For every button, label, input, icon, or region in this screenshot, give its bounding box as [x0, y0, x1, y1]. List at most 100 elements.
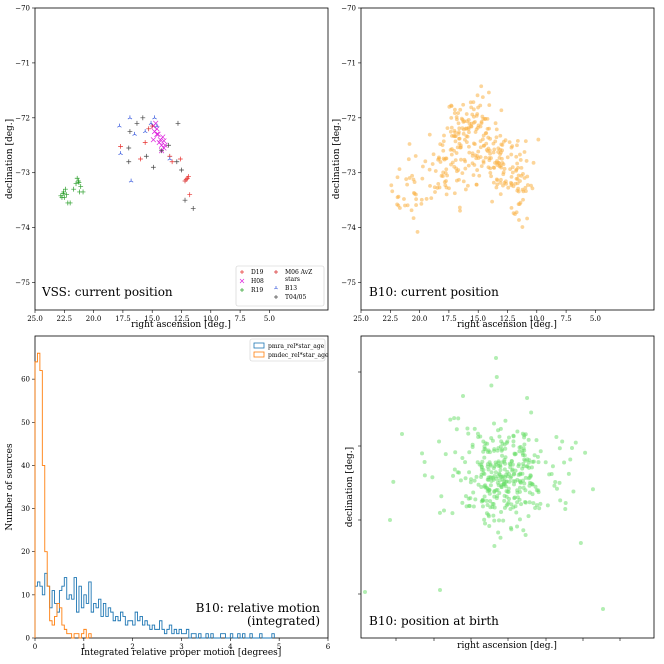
data-point	[482, 455, 487, 460]
data-point	[502, 442, 507, 447]
x-tick-label: 22.5	[383, 315, 399, 323]
data-point	[461, 102, 466, 107]
x-tick-label: 25.0	[27, 315, 43, 323]
plus-marker	[78, 184, 84, 189]
data-point	[492, 489, 497, 494]
data-point	[509, 205, 514, 210]
data-point	[407, 142, 412, 146]
data-point	[472, 114, 476, 119]
legend-swatch	[253, 342, 265, 349]
x-marker	[155, 131, 161, 137]
plus-marker	[146, 126, 152, 132]
data-point	[456, 121, 461, 126]
data-point	[550, 464, 555, 469]
data-point	[455, 145, 460, 150]
data-point	[465, 426, 470, 431]
data-point	[475, 431, 480, 436]
plus-marker	[134, 120, 140, 126]
data-points	[389, 84, 541, 234]
plot-frame	[34, 335, 329, 639]
data-point	[422, 459, 427, 464]
tri-marker	[132, 131, 137, 136]
data-point	[389, 183, 394, 188]
y-tick-label: −75	[341, 279, 356, 287]
data-point	[554, 435, 559, 440]
data-point	[491, 180, 496, 185]
data-point	[515, 524, 520, 529]
data-point	[557, 480, 562, 485]
data-point	[517, 218, 521, 222]
data-point	[488, 166, 493, 171]
y-tick-label: 20	[21, 548, 30, 556]
plus-marker	[71, 186, 77, 192]
data-point	[494, 356, 498, 360]
data-point	[458, 107, 463, 112]
data-point	[500, 453, 505, 458]
tri-marker	[274, 286, 278, 290]
x-tick-label: 20.0	[86, 315, 102, 323]
data-point	[494, 127, 499, 132]
data-point	[511, 482, 516, 487]
data-point	[444, 156, 449, 161]
data-point	[454, 427, 459, 432]
data-point	[520, 448, 525, 453]
data-point	[414, 203, 418, 207]
data-point	[461, 131, 466, 136]
data-point	[507, 140, 512, 144]
data-point	[527, 483, 532, 488]
data-point	[433, 190, 437, 194]
data-point	[560, 439, 565, 444]
data-point	[536, 460, 541, 465]
data-point	[511, 443, 516, 448]
data-point	[430, 162, 435, 166]
data-point	[391, 479, 396, 484]
data-point	[472, 426, 477, 431]
y-tick-label: −74	[341, 224, 356, 232]
data-point	[420, 451, 425, 456]
data-point	[499, 439, 504, 444]
data-point	[494, 135, 499, 140]
data-point	[463, 137, 467, 142]
data-point	[537, 506, 542, 511]
data-point	[503, 446, 508, 451]
data-point	[505, 155, 510, 160]
data-point	[521, 485, 526, 490]
data-point	[430, 475, 435, 480]
data-point	[444, 167, 449, 172]
panel-title-line-2: (integrated)	[247, 614, 320, 628]
data-point	[495, 182, 500, 187]
data-point	[563, 501, 568, 506]
data-point	[518, 444, 523, 449]
data-point	[454, 151, 459, 155]
plus-marker	[118, 143, 123, 149]
plus-marker	[166, 142, 172, 148]
panel-b10-current-position: 25.0 22.5 20.0 17.5 15.0 12.5 10.0 7.5 5.0 −70 −71…	[332, 5, 655, 330]
data-point	[444, 192, 449, 197]
data-point	[510, 170, 515, 175]
data-point	[503, 179, 508, 184]
data-point	[501, 139, 506, 144]
data-point	[495, 160, 499, 165]
data-point	[523, 533, 528, 538]
data-point	[501, 162, 506, 167]
data-point	[480, 504, 485, 509]
data-point	[516, 173, 521, 178]
data-point	[502, 166, 507, 171]
data-point	[499, 510, 504, 515]
plus-marker	[150, 164, 156, 170]
data-point	[482, 517, 487, 522]
y-tick-label: −75	[15, 279, 30, 287]
x-marker	[154, 131, 160, 137]
data-point	[558, 498, 563, 503]
data-point	[492, 421, 497, 426]
data-point	[507, 479, 512, 484]
data-point	[451, 134, 456, 138]
data-point	[479, 465, 484, 470]
data-point	[460, 171, 465, 176]
y-axis-label: declination [deg.]	[345, 447, 355, 527]
data-point	[409, 208, 414, 213]
y-tick-label: −70	[15, 5, 30, 13]
data-point	[415, 230, 420, 234]
x-axis-label: Integrated relative proper motion [degre…	[81, 648, 282, 658]
